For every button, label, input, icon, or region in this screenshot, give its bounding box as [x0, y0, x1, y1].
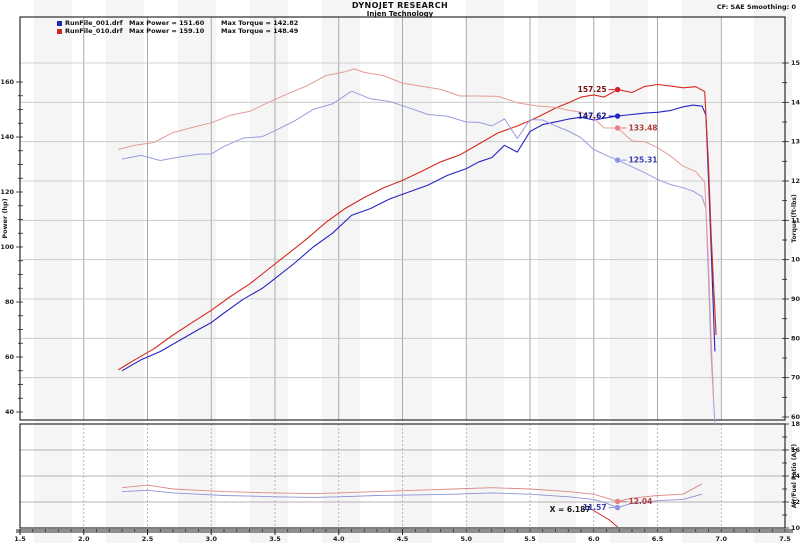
- power-tick-label: 160: [0, 78, 14, 86]
- cursor-x-label: X = 6.187: [550, 505, 591, 514]
- power-axis-title: Power (hp): [1, 198, 9, 238]
- afr-tick-label: 14: [791, 472, 800, 480]
- cursor-marker-dot: [614, 504, 621, 511]
- torque-tick-label: 90: [791, 295, 800, 303]
- x-tick-label: 6.0: [588, 535, 600, 543]
- x-tick-label: 5.0: [460, 535, 472, 543]
- run1-color-chip: [57, 20, 62, 26]
- torque-tick-label: 140: [791, 98, 800, 106]
- afr-tick-label: 10: [791, 524, 800, 532]
- run2-filename: RunFile_010.drf: [65, 27, 123, 35]
- curve-power: [117, 83, 717, 371]
- power-tick-label: 60: [5, 353, 15, 361]
- curve-torque: [118, 68, 715, 398]
- run1-max-power: Max Power = 151.60: [129, 19, 205, 27]
- x-tick-label: 2.5: [142, 535, 154, 543]
- x-tick-label: 3.0: [205, 535, 217, 543]
- torque-tick-label: 150: [791, 59, 800, 67]
- cursor-pointer-line: [592, 509, 618, 528]
- x-tick-label: 4.0: [333, 535, 345, 543]
- run-legend: RunFile_001.drf Max Power = 151.60 Max T…: [57, 19, 298, 35]
- correction-smoothing-info: CF: SAE Smoothing: 0: [716, 3, 796, 11]
- cursor-marker-dot: [614, 498, 621, 505]
- run1-max-torque: Max Torque = 142.82: [221, 19, 299, 27]
- torque-tick-label: 60: [791, 413, 800, 421]
- x-axis-band: [16, 529, 793, 533]
- curve-torque: [121, 90, 716, 425]
- run2-max-torque: Max Torque = 148.49: [221, 27, 299, 35]
- legend-run-1: RunFile_001.drf Max Power = 151.60 Max T…: [57, 19, 298, 27]
- torque-tick-label: 80: [791, 334, 800, 342]
- main-chart-frame: [19, 16, 786, 421]
- cursor-marker-dot: [614, 157, 621, 163]
- curve-afr: [121, 489, 703, 509]
- curve-afr: [121, 483, 703, 502]
- run2-max-power: Max Power = 159.10: [129, 27, 205, 35]
- x-tick-label: 4.5: [397, 535, 409, 543]
- power-tick-label: 120: [0, 188, 14, 196]
- power-tick-label: 80: [5, 298, 15, 306]
- cursor-value-label: 11.57: [583, 503, 607, 512]
- x-tick-label: 7.5: [779, 535, 791, 543]
- x-tick-label: 1.5: [14, 535, 26, 543]
- x-tick-label: 2.0: [78, 535, 90, 543]
- afr-tick-label: 16: [791, 446, 800, 454]
- run1-filename: RunFile_001.drf: [65, 19, 123, 27]
- cursor-value-label: 133.48: [629, 123, 658, 132]
- legend-run-2: RunFile_010.drf Max Power = 159.10 Max T…: [57, 27, 298, 35]
- cursor-marker-dot: [614, 86, 621, 93]
- torque-tick-label: 130: [791, 138, 800, 146]
- torque-axis-title: Torque (ft-lbs): [791, 194, 798, 243]
- cursor-value-label: 147.62: [578, 112, 607, 121]
- cursor-marker-dot: [614, 125, 621, 131]
- torque-tick-label: 70: [791, 374, 800, 382]
- header: DYNOJET RESEARCH Injen Technology: [0, 2, 800, 18]
- report-subtitle: Injen Technology: [366, 10, 434, 18]
- x-tick-label: 3.5: [269, 535, 281, 543]
- afr-tick-label: 12: [791, 498, 800, 506]
- cursor-value-label: 157.25: [578, 85, 607, 94]
- cursor-value-label: 125.31: [629, 156, 658, 165]
- torque-tick-label: 100: [791, 256, 800, 264]
- curve-power: [121, 104, 716, 372]
- x-tick-label: 6.5: [652, 535, 664, 543]
- x-tick-label: 7.0: [715, 535, 727, 543]
- power-tick-label: 40: [5, 408, 15, 416]
- cursor-value-label: 12.04: [629, 497, 653, 506]
- run2-color-chip: [57, 28, 62, 34]
- cursor-marker-dot: [614, 113, 621, 119]
- report-title: DYNOJET RESEARCH: [351, 1, 449, 10]
- torque-tick-label: 120: [791, 177, 800, 185]
- afr-axis-title: Air/Fuel Ratio (A/F): [791, 444, 798, 509]
- torque-tick-label: 110: [791, 216, 800, 224]
- x-tick-label: 5.5: [524, 535, 536, 543]
- afr-tick-label: 18: [791, 420, 800, 428]
- power-tick-label: 100: [0, 243, 14, 251]
- power-tick-label: 140: [0, 133, 14, 141]
